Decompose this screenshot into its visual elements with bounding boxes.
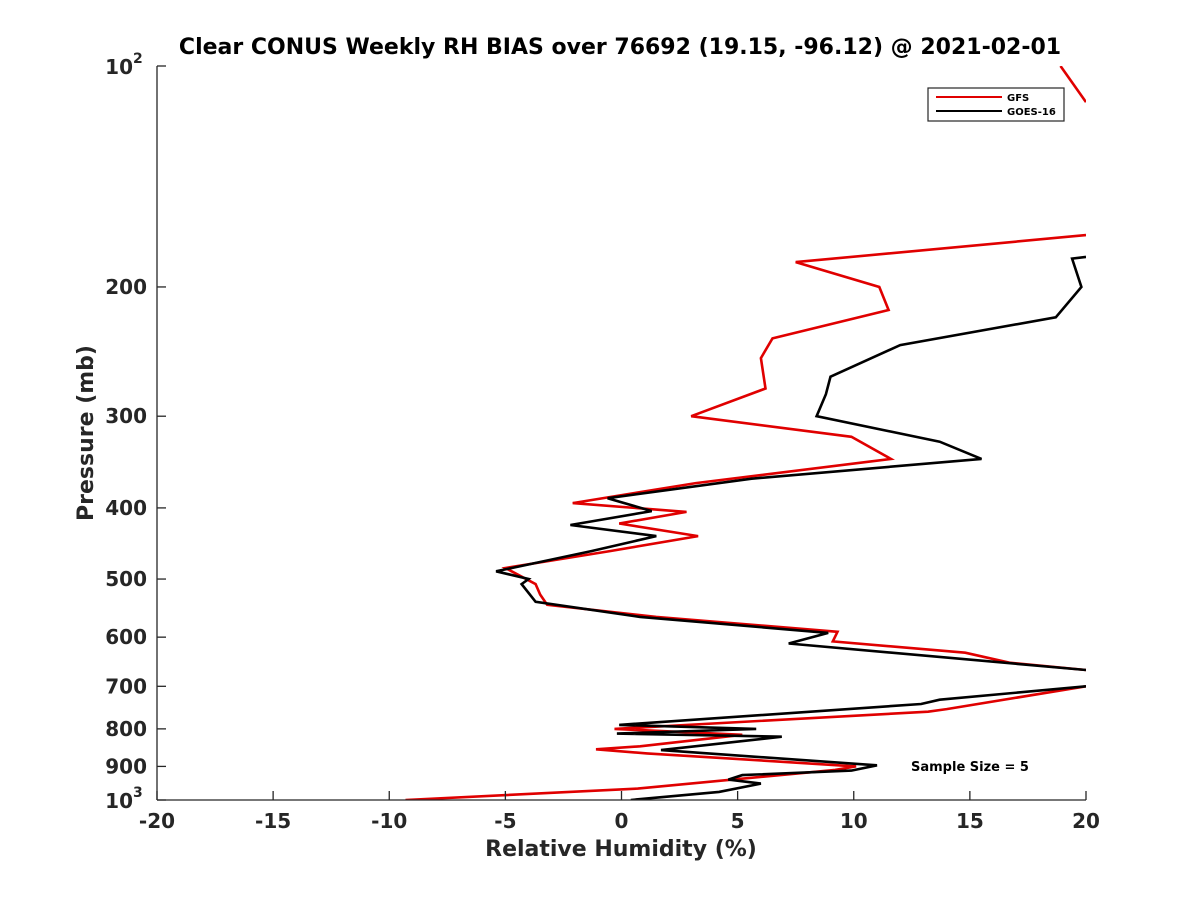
x-tick-label: -10: [371, 809, 407, 833]
series-line-gfs: [501, 233, 1086, 672]
x-axis-ticks: -20 -15 -10 -5 0 5 10 15 20: [139, 791, 1100, 833]
y-tick-label-power: 10 2: [105, 51, 143, 79]
series-line-goes16: [616, 685, 1086, 800]
x-tick-label: 15: [956, 809, 984, 833]
x-tick-label: 0: [615, 809, 629, 833]
x-tick-label: 5: [731, 809, 745, 833]
y-tick-label: 300: [105, 404, 147, 428]
y-tick-label: 500: [105, 567, 147, 591]
y-tick-power-exponent: 3: [133, 785, 143, 801]
y-tick-power-base: 10: [105, 55, 133, 79]
chart-title: Clear CONUS Weekly RH BIAS over 76692 (1…: [179, 35, 1061, 60]
plot-area: [157, 66, 1086, 800]
y-tick-label: 800: [105, 717, 147, 741]
y-tick-label: 700: [105, 674, 147, 698]
x-tick-label: -20: [139, 809, 175, 833]
y-tick-label: 200: [105, 275, 147, 299]
y-tick-label: 600: [105, 625, 147, 649]
series-goes16: [495, 255, 1086, 800]
y-tick-label: 900: [105, 754, 147, 778]
legend-label-goes16: GOES-16: [1007, 107, 1056, 118]
series-line-gfs: [1059, 66, 1086, 103]
y-axis-label: Pressure (mb): [74, 345, 99, 521]
x-tick-label: -15: [255, 809, 291, 833]
y-tick-label: 400: [105, 496, 147, 520]
x-tick-label: -5: [494, 809, 516, 833]
series-layer: [405, 66, 1086, 800]
x-tick-label: 20: [1072, 809, 1100, 833]
x-tick-label: 10: [840, 809, 868, 833]
legend-label-gfs: GFS: [1007, 93, 1029, 104]
legend-box: [927, 87, 1065, 122]
sample-size-annotation: Sample Size = 5: [911, 760, 1029, 775]
y-tick-power-base: 10: [105, 789, 133, 813]
y-tick-power-exponent: 2: [133, 51, 143, 67]
series-line-goes16: [495, 255, 1086, 672]
x-axis-label: Relative Humidity (%): [485, 837, 757, 862]
y-tick-label-power: 10 3: [105, 785, 143, 813]
legend: GFS GOES-16: [927, 87, 1065, 122]
